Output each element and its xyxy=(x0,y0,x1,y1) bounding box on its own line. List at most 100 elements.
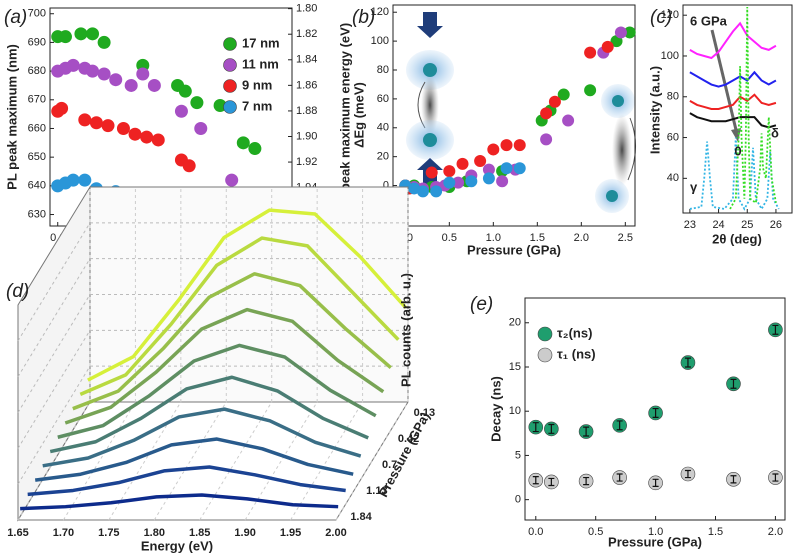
panel-label: (a) xyxy=(4,7,27,28)
data-point xyxy=(513,162,526,175)
y-tick-label: 80 xyxy=(377,64,389,76)
data-point xyxy=(190,96,204,110)
data-point xyxy=(430,185,443,198)
error-bar xyxy=(652,478,659,487)
legend-label: τ₁ (ns) xyxy=(557,346,596,361)
data-line xyxy=(689,93,777,110)
x-grid xyxy=(199,401,273,521)
data-point xyxy=(584,84,597,97)
x-tick-label: 2.00 xyxy=(325,527,346,539)
x-tick-label: 1.5 xyxy=(708,526,723,538)
data-point xyxy=(66,58,80,72)
x-tick-label: 1.70 xyxy=(53,527,74,539)
data-point xyxy=(548,95,561,108)
legend-marker xyxy=(537,347,553,363)
x-axis-label: 2θ (deg) xyxy=(712,231,762,246)
legend-marker xyxy=(223,58,237,72)
panel-label: (b) xyxy=(352,7,375,28)
x-tick-label: 1.90 xyxy=(234,527,255,539)
error-bar xyxy=(772,473,779,482)
z-tick-label: 0.7 xyxy=(382,459,397,471)
legend-marker xyxy=(223,79,237,93)
y-tick-label: 680 xyxy=(28,65,46,77)
error-bar xyxy=(583,476,590,486)
x-tick-label: 1.0 xyxy=(486,232,501,244)
data-point xyxy=(623,26,636,39)
error-bar xyxy=(548,477,555,487)
pressure-arrow xyxy=(710,29,741,142)
error-bar xyxy=(652,407,659,419)
molecule-diagram-left xyxy=(406,12,454,184)
data-point xyxy=(614,26,627,39)
spectrum xyxy=(49,375,369,454)
y-tick-label: 670 xyxy=(28,94,46,106)
y-tick-label: 100 xyxy=(661,50,679,62)
y-tick-label: 60 xyxy=(377,93,389,105)
legend-marker xyxy=(223,37,237,51)
x-tick-label: 0.5 xyxy=(442,232,457,244)
y-tick-label: 40 xyxy=(667,172,679,184)
x-tick-label: 24 xyxy=(712,219,724,231)
y-tick-label: 20 xyxy=(509,317,521,329)
annotation: γ xyxy=(690,179,698,194)
molecule-diagram-right xyxy=(595,84,637,213)
spectrum xyxy=(34,437,354,482)
data-line xyxy=(689,21,777,60)
y-tick-label: 40 xyxy=(377,122,389,134)
x-grid xyxy=(153,401,227,521)
x-tick-label: 25 xyxy=(741,219,753,231)
x-axis-label: Pressure (GPa) xyxy=(467,242,561,257)
data-point xyxy=(513,139,526,152)
data-point xyxy=(225,173,239,187)
wall-grid xyxy=(17,294,91,413)
legend-label: 17 nm xyxy=(242,35,280,50)
x-tick-label: 1.65 xyxy=(7,527,28,539)
y2-tick-label: 1.92 xyxy=(296,156,317,168)
z-tick-label: 1.84 xyxy=(350,511,372,523)
data-point xyxy=(443,176,456,189)
data-point xyxy=(482,172,495,185)
data-point xyxy=(456,157,469,170)
data-point xyxy=(248,142,262,156)
data-point xyxy=(136,67,150,81)
y-tick-label: 5 xyxy=(515,449,521,461)
spectrum xyxy=(64,307,385,425)
data-point xyxy=(128,127,142,141)
error-bar xyxy=(730,475,737,484)
data-point xyxy=(425,166,438,179)
x-grid xyxy=(17,401,91,521)
z-tick-label: 0.42 xyxy=(398,433,419,445)
spectrum xyxy=(27,465,346,497)
data-point xyxy=(101,119,115,133)
wall-grid xyxy=(17,365,91,485)
error-bar xyxy=(730,378,737,389)
y-tick-label: 640 xyxy=(28,180,46,192)
error-bar xyxy=(616,420,623,431)
x-tick-label: 1.75 xyxy=(98,527,119,539)
x-tick-label: 2.5 xyxy=(618,232,633,244)
error-bar xyxy=(684,469,691,479)
y-tick-label: 630 xyxy=(28,208,46,220)
panel-label: (e) xyxy=(470,294,493,315)
z-axis-label: Pressure (GPa) xyxy=(375,410,432,500)
data-point xyxy=(487,143,500,156)
spectrum xyxy=(79,236,400,397)
error-bar xyxy=(532,422,539,433)
data-point xyxy=(182,159,196,173)
panel-label: (d) xyxy=(6,281,29,302)
annotation: δ xyxy=(771,125,779,140)
data-line xyxy=(689,112,777,129)
x-grid xyxy=(244,401,318,521)
x-tick-label: 1.5 xyxy=(530,232,545,244)
data-point xyxy=(124,78,138,92)
data-point xyxy=(584,46,597,59)
annotation: 0 xyxy=(734,143,741,158)
panel-label: (c) xyxy=(650,7,672,28)
data-point xyxy=(496,175,509,188)
data-point xyxy=(178,84,192,98)
y-tick-label: 120 xyxy=(371,6,389,18)
data-point xyxy=(97,35,111,49)
data-point xyxy=(236,136,250,150)
